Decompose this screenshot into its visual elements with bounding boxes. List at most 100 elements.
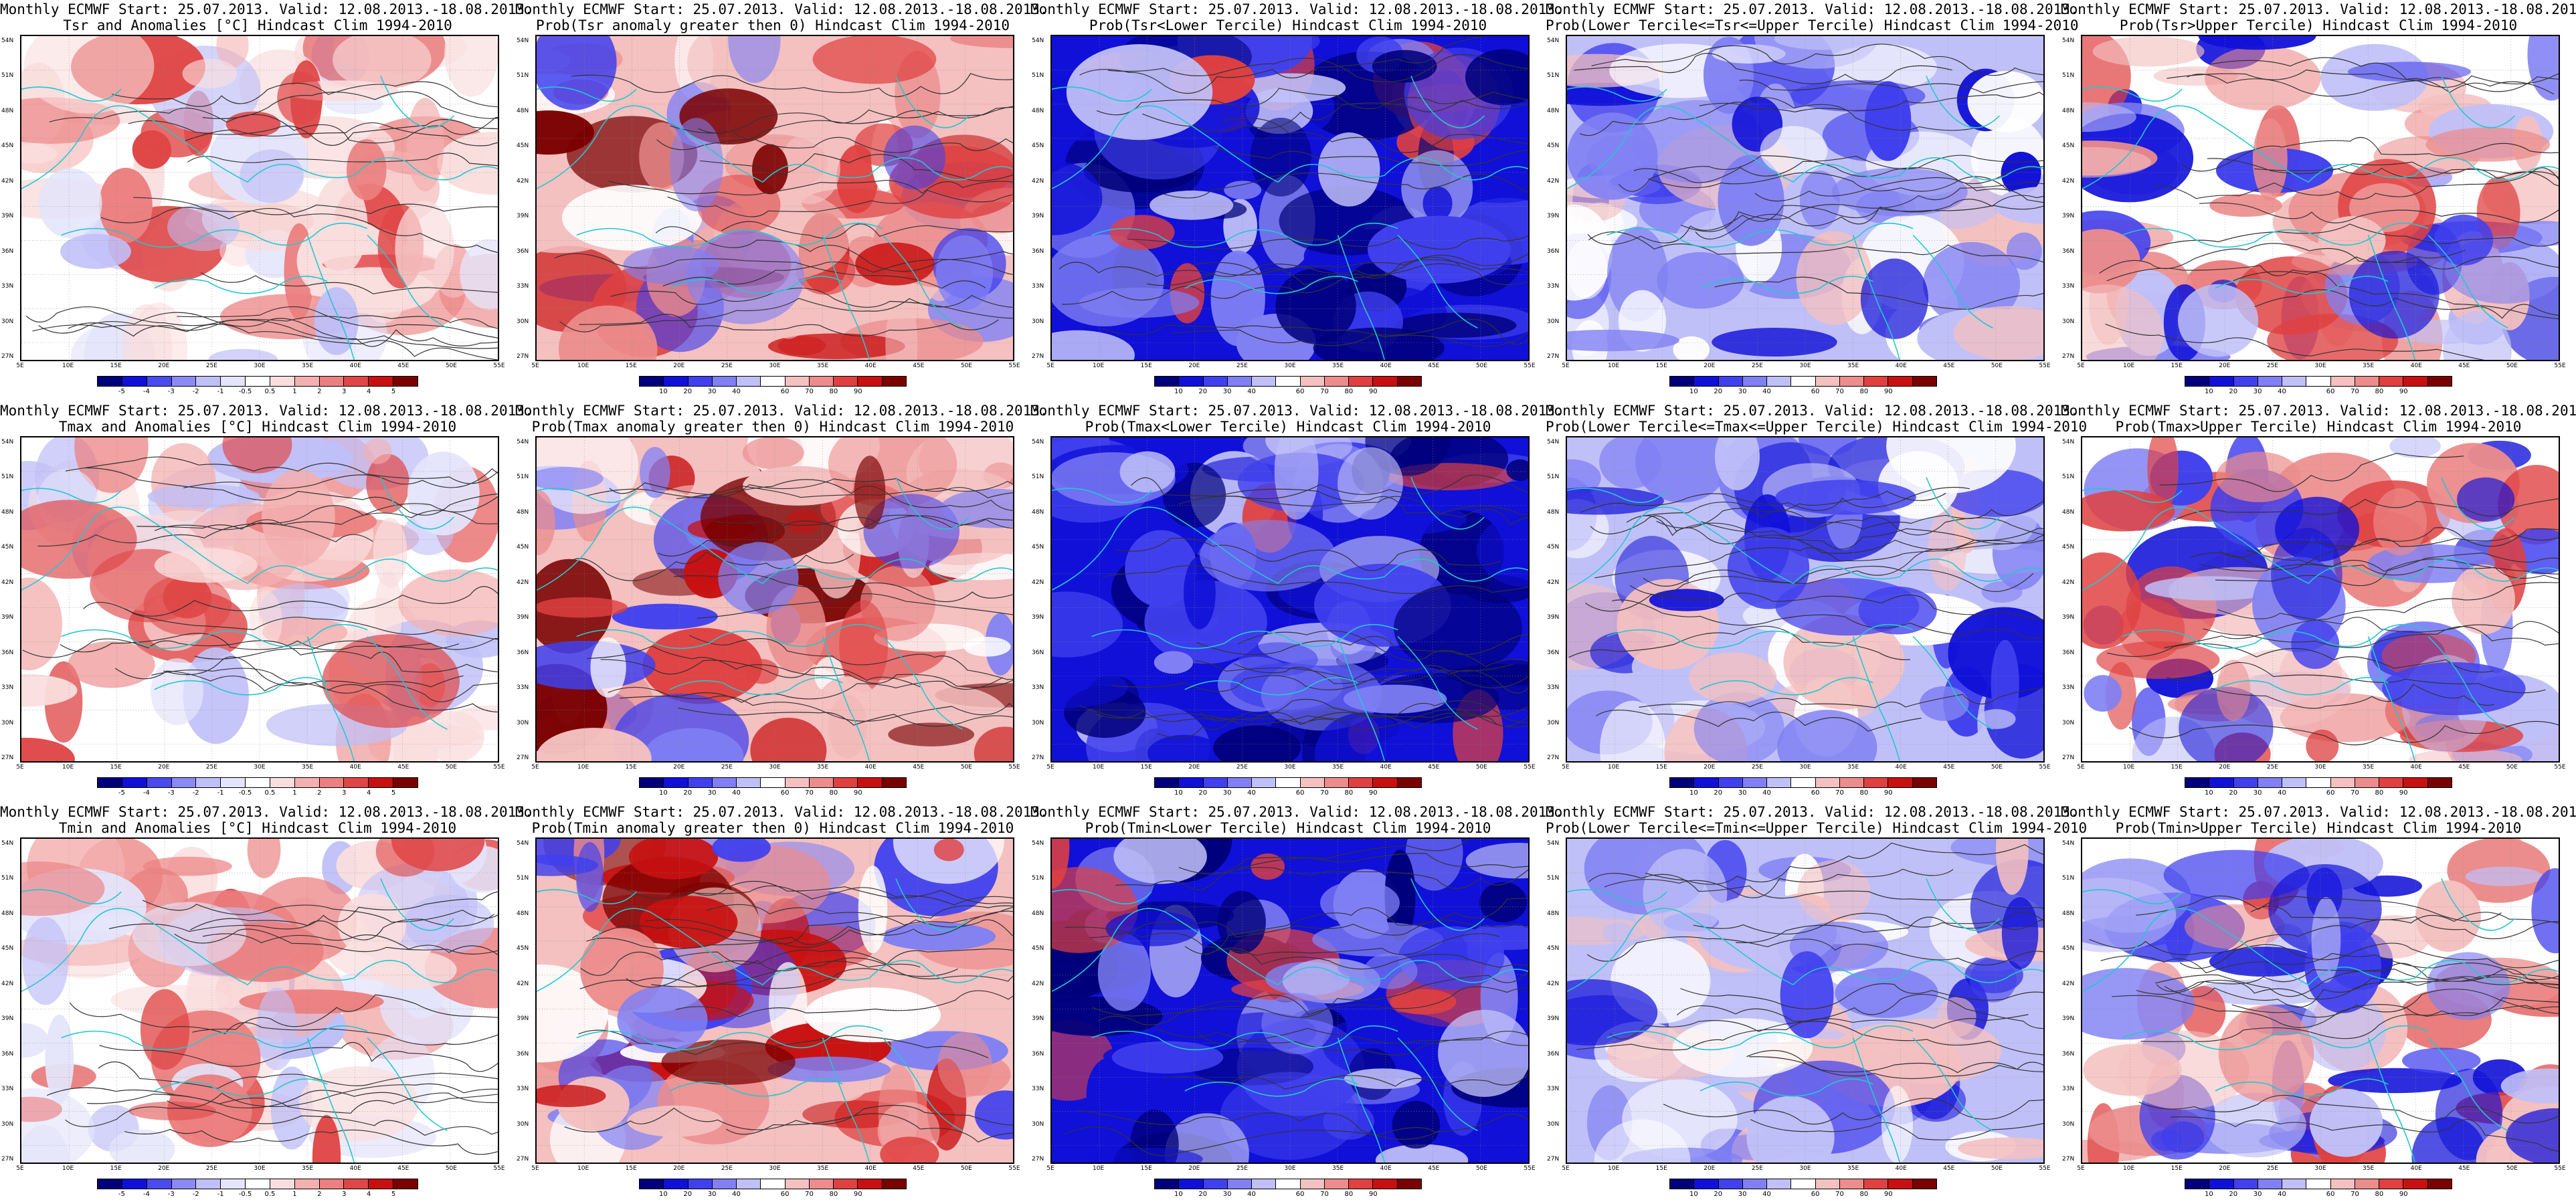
longitude-tick-label: 50E (1475, 1165, 1487, 1172)
shaded-region (1317, 132, 1380, 207)
shaded-region (2452, 564, 2515, 635)
latitude-tick-label: 45N (1032, 142, 1044, 150)
shaded-region (395, 201, 454, 297)
latitude-tick-label: 42N (1032, 177, 1044, 185)
legend-tick-label: 60 (780, 1191, 790, 1198)
coastline-border (1567, 488, 1667, 503)
latitude-tick-label: 54N (1547, 439, 1560, 445)
longitude-tick-label: 55E (1008, 363, 1020, 369)
longitude-tick-label: 10E (1093, 764, 1105, 771)
legend-swatch (147, 778, 172, 787)
legend-tick-label: 10 (2204, 789, 2213, 797)
legend-swatch (664, 1179, 688, 1189)
map-panel: Monthly ECMWF Start: 25.07.2013. Valid: … (0, 803, 533, 1204)
shaded-region (2465, 866, 2543, 886)
longitude-tick-label: 20E (158, 764, 170, 771)
shaded-region (804, 987, 941, 1043)
isotherm-contour (163, 656, 464, 688)
shaded-region (742, 437, 804, 470)
coastline-border (61, 222, 368, 248)
shaded-region (1831, 167, 1968, 217)
map-panel: Monthly ECMWF Start: 25.07.2013. Valid: … (515, 0, 1048, 401)
latitude-tick-label: 54N (1, 439, 14, 445)
latitude-tick-label: 33N (1547, 1086, 1560, 1093)
coastline-border (306, 1037, 355, 1163)
panel-title-line2: Tmin and Anomalies [°C] Hindcast Clim 19… (58, 820, 457, 836)
shaded-region (1602, 922, 1634, 943)
longitude-tick-label: 55E (1008, 764, 1020, 771)
shaded-region (45, 1014, 74, 1104)
shaded-region (151, 443, 216, 522)
shaded-region (2082, 878, 2177, 952)
legend-swatch (1300, 778, 1325, 787)
forecast-map (1566, 35, 2045, 361)
latitude-tick-label: 42N (1547, 980, 1560, 987)
isotherm-contour (85, 467, 498, 516)
legend-swatch (1864, 377, 1889, 386)
legend-tick-label: 80 (1344, 789, 1354, 797)
coastline-border (1410, 477, 1485, 530)
legend-tick-label: 5 (391, 789, 396, 797)
latitude-tick-label: 36N (1032, 649, 1044, 656)
isotherm-contour (1611, 599, 2043, 639)
coastline-border (882, 234, 963, 329)
shaded-region (1251, 853, 1285, 880)
isotherm-contour (60, 633, 460, 653)
longitude-tick-label: 50E (1991, 1165, 2003, 1172)
isotherm-contour (189, 914, 495, 940)
isotherm-contour (154, 496, 498, 531)
shaded-region (262, 617, 348, 647)
latitude-tick-label: 51N (517, 875, 529, 882)
coastline-border (2367, 1037, 2415, 1163)
latitude-tick-label: 30N (1032, 1120, 1044, 1128)
legend-swatch (737, 778, 761, 787)
shaded-region (270, 1066, 313, 1150)
shaded-region (143, 856, 232, 876)
shaded-region (2082, 1043, 2182, 1096)
shaded-region (1775, 578, 1920, 636)
shaded-region (2096, 641, 2220, 679)
longitude-tick-label: 20E (1704, 1165, 1716, 1172)
isotherm-contour (1609, 1020, 2043, 1056)
isotherm-contour (1663, 1098, 2043, 1125)
isotherm-contour (1591, 43, 2043, 76)
shaded-region (1599, 437, 1662, 489)
panel-title-line2: Tmax and Anomalies [°C] Hindcast Clim 19… (58, 419, 457, 435)
longitude-tick-label: 55E (1008, 1165, 1020, 1172)
legend-swatch (294, 778, 320, 787)
isotherm-contour (83, 601, 498, 640)
isotherm-contour (1695, 205, 2043, 240)
legend-tick-label: 90 (1883, 789, 1893, 797)
coastline-border (2427, 1037, 2508, 1132)
coastline-border (1567, 506, 2043, 591)
legend-tick-label: 10 (2204, 1191, 2213, 1198)
legend-swatch (1888, 377, 1913, 386)
forecast-map (20, 436, 499, 763)
shaded-region (937, 1032, 992, 1098)
panel-title-line2: Prob(Tsr<Lower Tercile) Hindcast Clim 19… (1089, 17, 1487, 33)
longitude-tick-label: 5E (1046, 1165, 1054, 1172)
isotherm-contour (200, 272, 498, 294)
legend-tick-label: 10 (658, 388, 668, 395)
coastline-border (537, 105, 1013, 189)
shaded-region (612, 603, 718, 630)
legend-swatch (761, 1179, 786, 1189)
isotherm-contour (1676, 993, 2043, 1029)
shaded-region (1274, 437, 1319, 520)
legend-swatch (785, 1179, 810, 1189)
shaded-region (1970, 957, 2017, 1003)
legend-tick-label: 60 (780, 789, 790, 797)
shaded-region (1405, 839, 1463, 891)
legend-swatch (2233, 778, 2258, 787)
map-panel: Monthly ECMWF Start: 25.07.2013. Valid: … (1030, 401, 1564, 803)
latitude-tick-label: 45N (1032, 945, 1044, 952)
shaded-region (151, 658, 204, 725)
map-panel: Monthly ECMWF Start: 25.07.2013. Valid: … (2061, 401, 2576, 803)
shaded-region (1643, 849, 1728, 937)
isotherm-contour (667, 189, 1013, 217)
longitude-tick-label: 20E (673, 1165, 685, 1172)
legend-tick-label: -0.5 (238, 388, 252, 395)
coastline-border (1567, 86, 1667, 102)
color-legend-bar (97, 376, 418, 387)
longitude-tick-label: 5E (2077, 363, 2085, 369)
